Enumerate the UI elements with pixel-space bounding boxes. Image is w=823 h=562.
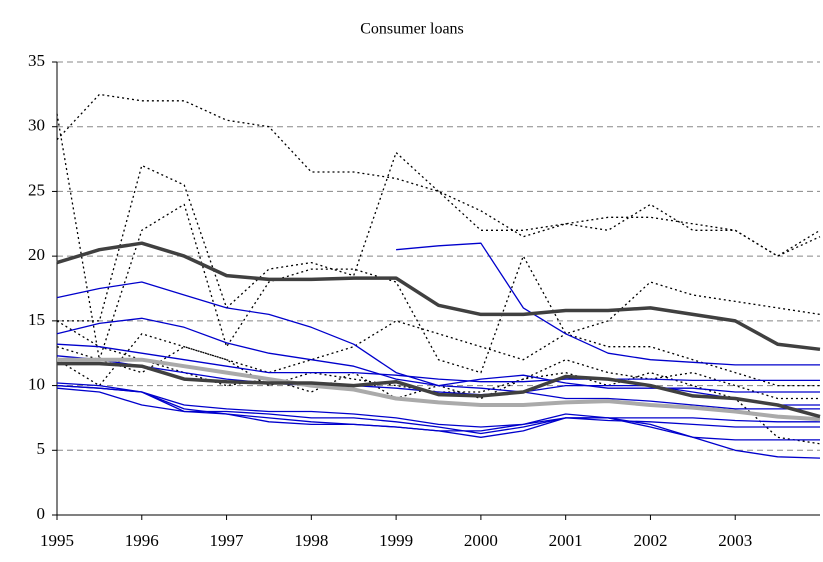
line-series (56, 93, 821, 257)
line-series (56, 343, 820, 383)
y-tick-label: 0 (37, 504, 46, 523)
y-tick-label: 30 (28, 116, 45, 135)
line-series (396, 242, 820, 366)
y-tick-label: 15 (28, 310, 45, 329)
line-series (57, 151, 821, 322)
line-series (57, 357, 821, 422)
x-tick-label: 1995 (40, 531, 74, 550)
x-tick-label: 2002 (633, 531, 667, 550)
x-tick-label: 2001 (549, 531, 583, 550)
y-tick-label: 25 (28, 180, 45, 199)
line-series (56, 320, 820, 387)
x-tick-label: 1998 (294, 531, 328, 550)
y-tick-label: 20 (28, 245, 45, 264)
x-tick-label: 1999 (379, 531, 413, 550)
line-series (56, 355, 820, 406)
line-series (57, 361, 821, 419)
x-tick-label: 2003 (718, 531, 752, 550)
line-series (56, 241, 821, 352)
y-tick-label: 5 (37, 439, 46, 458)
line-series (56, 382, 820, 428)
x-tick-label: 2000 (464, 531, 498, 550)
line-series (56, 387, 821, 459)
line-series (56, 317, 820, 393)
line-series (56, 113, 821, 374)
y-tick-label: 35 (28, 51, 45, 70)
chart-title: Consumer loans (360, 21, 464, 38)
x-tick-label: 1997 (210, 531, 245, 550)
y-tick-label: 10 (28, 374, 45, 393)
x-tick-label: 1996 (125, 531, 159, 550)
